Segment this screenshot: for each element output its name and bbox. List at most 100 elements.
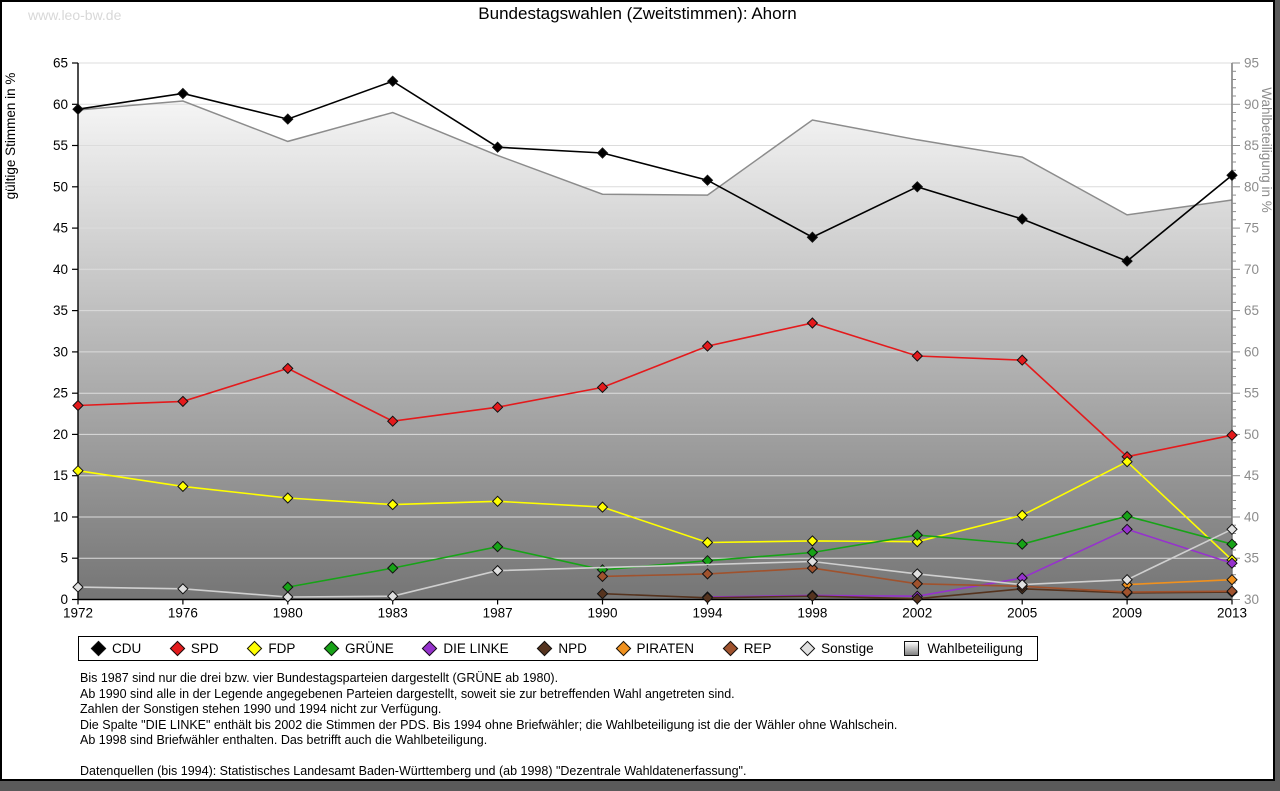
svg-text:10: 10 [53,510,68,525]
data-point-diamond [1121,586,1133,598]
legend-item-sonstige: Sonstige [799,640,874,657]
left-axis-ticks: 0 5 10 15 20 25 30 35 40 45 50 55 60 65 [53,56,78,607]
data-point-diamond [282,362,294,375]
chart-footnotes: Bis 1987 sind nur die drei bzw. vier Bun… [80,671,897,780]
data-point-diamond [806,535,819,547]
data-point-diamond [1226,573,1238,586]
legend-item-die-linke: DIE LINKE [422,640,509,657]
data-point-diamond [282,113,294,125]
data-point-diamond [386,562,399,574]
data-point-diamond [1016,538,1028,550]
data-point-diamond [177,87,189,100]
data-point-diamond [701,536,714,549]
data-point-diamond [596,570,609,583]
data-point-diamond [806,590,819,602]
legend-label: REP [743,641,772,656]
legend-diamond-icon [422,640,438,657]
legend-item-npd: NPD [537,640,587,657]
legend-diamond-icon [169,640,186,657]
svg-text:30: 30 [1244,592,1259,607]
data-point-diamond [701,174,714,186]
svg-text:60: 60 [53,97,68,112]
svg-text:1994: 1994 [692,606,723,621]
legend-item-spd: SPD [169,640,219,657]
data-point-diamond [386,415,399,427]
data-point-diamond [1226,169,1238,182]
svg-text:2002: 2002 [902,606,932,621]
svg-text:95: 95 [1244,56,1259,71]
data-point-diamond [911,592,924,605]
data-point-diamond [701,554,714,567]
legend-item-cdu: CDU [90,640,142,657]
data-point-diamond [911,350,924,362]
series-fdp [72,455,1238,566]
footnote-line: Ab 1998 sind Briefwähler enthalten. Das … [80,733,488,747]
footnote-line: Die Spalte "DIE LINKE" enthält bis 2002 … [80,717,898,732]
data-point-diamond [1226,585,1238,597]
data-point-diamond [491,564,504,577]
data-point-diamond [911,578,924,590]
legend-diamond-icon [615,640,631,657]
series-sonstige [72,523,1238,603]
svg-text:50: 50 [53,179,68,194]
data-point-diamond [596,381,609,394]
legend-diamond-icon [799,640,816,657]
svg-text:5: 5 [60,551,68,566]
svg-text:20: 20 [53,427,68,442]
page-title: Bundestagswahlen (Zweitstimmen): Ahorn [478,4,797,23]
data-point-diamond [806,231,819,243]
legend-diamond-icon [537,640,553,657]
legend-label: GRÜNE [344,641,394,656]
data-point-diamond [72,581,84,593]
series-wahlbeteiligung-area [78,101,1232,600]
wahlbeteiligung-line [77,100,1233,216]
svg-text:1998: 1998 [797,606,827,621]
data-point-diamond [1226,429,1238,441]
data-point-diamond [72,103,84,115]
footnote-line: Datenquellen (bis 1994): Statistisches L… [80,764,747,778]
data-point-diamond [806,317,819,329]
svg-text:0: 0 [60,592,68,607]
legend-diamond-icon [722,640,738,657]
svg-text:1976: 1976 [168,606,198,621]
svg-text:45: 45 [53,221,68,236]
footnote-line [80,749,897,765]
chart-legend: CDU SPD FDP GRÜNE DIE LINKE NPD PIRATEN REP Sons… [78,636,1038,661]
legend-item-fdp: FDP [247,640,296,657]
legend-label: FDP [268,641,296,656]
data-point-diamond [1016,354,1028,366]
data-point-diamond [596,501,609,513]
svg-text:55: 55 [53,138,68,153]
data-point-diamond [72,399,84,412]
legend-label: DIE LINKE [443,641,509,656]
data-point-diamond [386,590,399,602]
data-point-diamond [1121,510,1133,522]
data-point-diamond [177,480,189,493]
data-point-diamond [1226,523,1238,536]
legend-label: NPD [558,641,587,656]
series-grüne [282,510,1238,593]
svg-text:1990: 1990 [587,606,617,621]
data-point-diamond [1121,455,1133,468]
svg-text:15: 15 [53,468,68,483]
legend-label: CDU [112,641,142,656]
data-point-diamond [1121,255,1133,267]
data-point-diamond [1016,578,1028,591]
data-point-diamond [491,540,504,553]
left-axis-title: gültige Stimmen in % [3,73,18,200]
axes [77,63,1233,601]
legend-gradient-square-icon [904,641,920,656]
data-point-diamond [491,401,504,413]
data-point-diamond [806,562,819,574]
legend-diamond-icon [90,640,107,657]
legend-label: Sonstige [821,641,874,656]
right-axis-title: Wahlbeteiligung in % [1259,87,1274,213]
series-cdu [72,75,1238,267]
legend-item-rep: REP [722,640,772,657]
svg-text:40: 40 [1244,510,1259,525]
leo-bw-watermark: www.leo-bw.de [28,7,122,23]
svg-text:40: 40 [53,262,68,277]
